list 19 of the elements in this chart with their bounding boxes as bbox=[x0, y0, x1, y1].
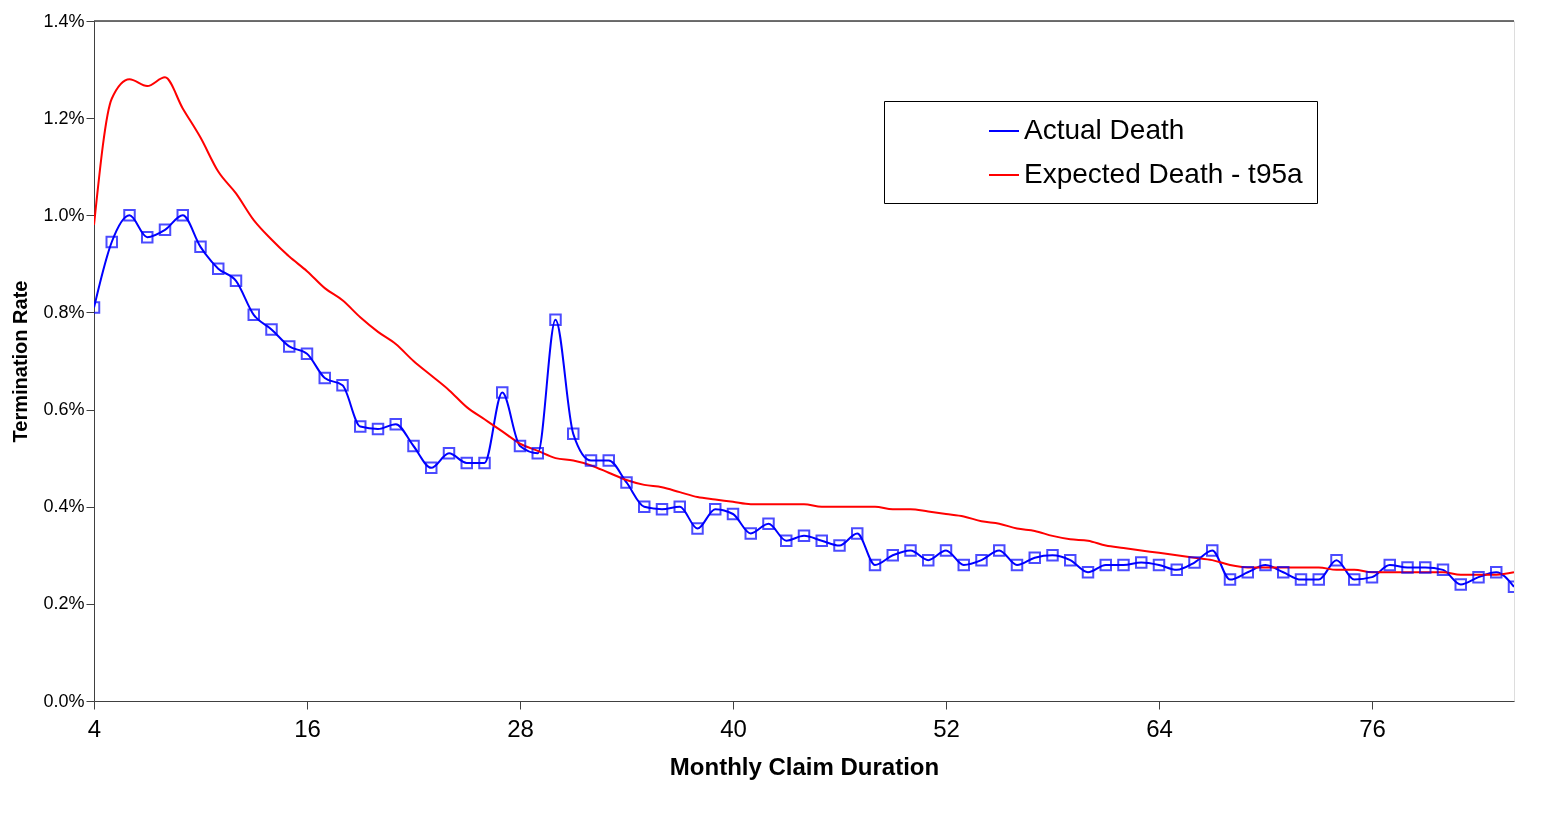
y-tick-label: 1.2% bbox=[43, 107, 85, 128]
x-tick-label: 16 bbox=[294, 714, 321, 742]
x-tick-label: 40 bbox=[720, 714, 747, 742]
x-tick-label: 76 bbox=[1359, 714, 1386, 742]
y-tick-label: 0.0% bbox=[43, 690, 85, 711]
y-tick-label: 1.0% bbox=[43, 204, 85, 225]
x-tick-label: 28 bbox=[507, 714, 534, 742]
y-tick-label: 0.4% bbox=[43, 496, 85, 517]
legend-label: Actual Death bbox=[1024, 114, 1185, 145]
x-tick-label: 4 bbox=[87, 714, 102, 742]
y-tick-label: 0.8% bbox=[43, 301, 85, 322]
y-tick-label: 0.6% bbox=[43, 399, 85, 420]
y-axis-title: Termination Rate bbox=[9, 280, 32, 443]
x-axis-title: Monthly Claim Duration bbox=[669, 752, 940, 780]
x-tick-label: 64 bbox=[1146, 714, 1173, 742]
y-tick-label: 1.4% bbox=[43, 10, 85, 31]
legend-label: Expected Death - t95a bbox=[1024, 158, 1304, 189]
x-tick-label: 52 bbox=[933, 714, 960, 742]
y-tick-label: 0.2% bbox=[43, 593, 85, 614]
